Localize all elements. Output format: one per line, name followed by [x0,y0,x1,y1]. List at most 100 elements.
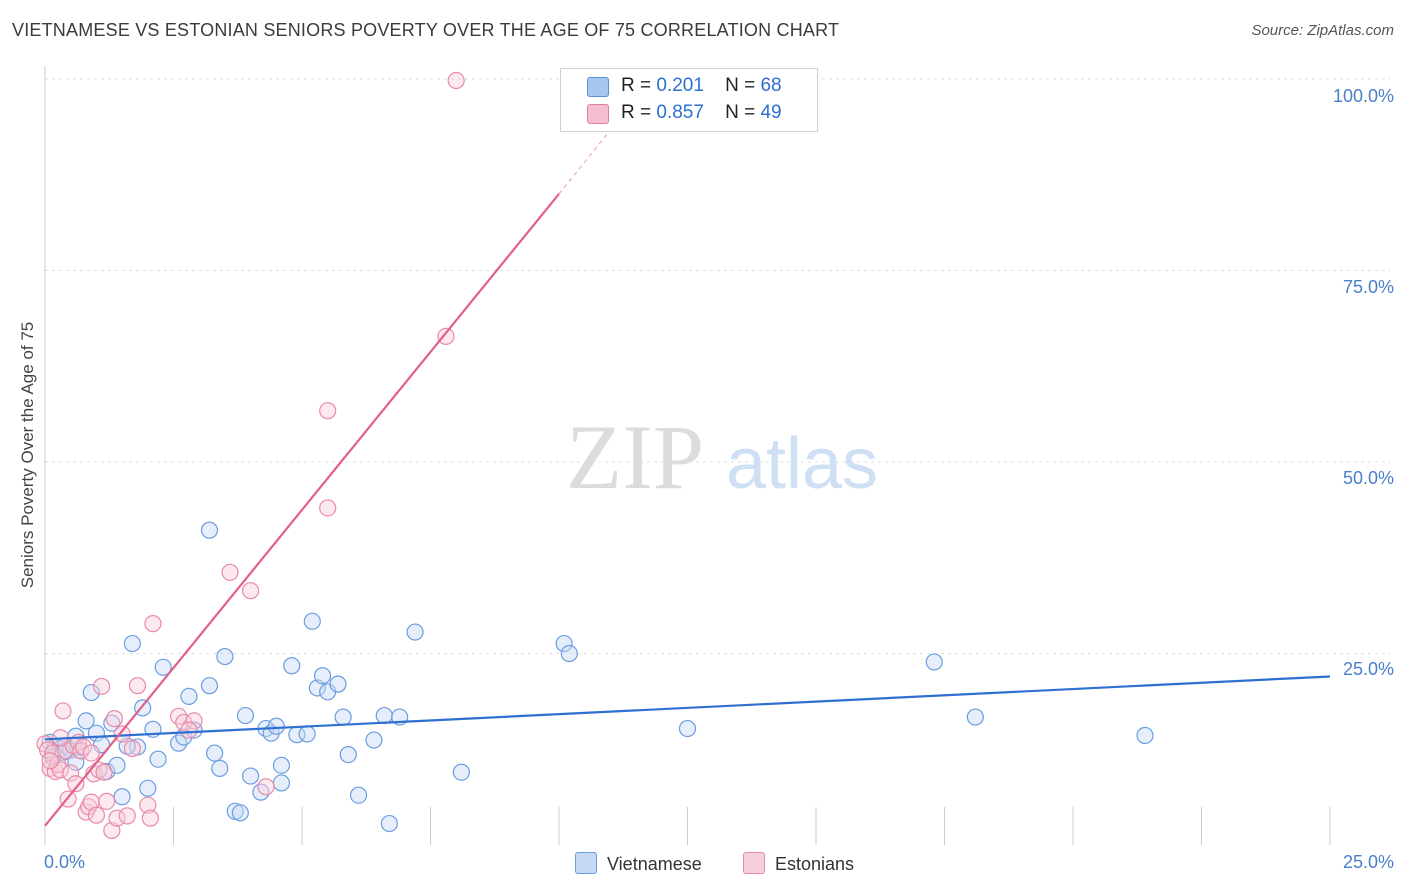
y-tick-75: 75.0% [1342,277,1394,297]
legend-label-estonians: Estonians [775,854,855,874]
point-estonians[interactable] [180,721,198,739]
source-credit: Source: ZipAtlas.com [1251,22,1394,39]
watermark: ZIP atlas [566,406,878,508]
point-estonians[interactable] [98,792,116,810]
point-estonians[interactable] [95,763,113,781]
n-value-vietnamese: 68 [760,75,782,96]
point-vietnamese[interactable] [149,750,167,768]
point-vietnamese[interactable] [925,653,943,671]
point-estonians[interactable] [41,752,59,770]
stats-legend: R = 0.201 N = 68 R = 0.857 N = 49 [560,68,818,132]
y-tick-100: 100.0% [1332,86,1394,106]
point-estonians[interactable] [82,744,100,762]
point-vietnamese[interactable] [452,763,470,781]
point-estonians[interactable] [139,796,157,814]
x-tick-25: 25.0% [1342,852,1394,872]
watermark-atlas: atlas [726,424,878,504]
point-vietnamese[interactable] [678,719,697,738]
point-estonians[interactable] [87,806,106,824]
point-vietnamese[interactable] [555,634,573,653]
point-estonians[interactable] [221,563,239,581]
y-tick-25: 25.0% [1342,659,1394,679]
point-vietnamese[interactable] [231,804,249,822]
point-vietnamese[interactable] [339,746,357,764]
point-vietnamese[interactable] [406,623,424,641]
legend-label-vietnamese: Vietnamese [607,854,702,874]
point-vietnamese[interactable] [206,744,224,762]
point-estonians[interactable] [113,725,131,743]
point-vietnamese[interactable] [1136,726,1154,745]
point-vietnamese[interactable] [966,708,984,726]
point-vietnamese[interactable] [82,683,100,702]
watermark-zip: ZIP [566,406,704,508]
point-vietnamese[interactable] [180,687,198,705]
y-tick-50: 50.0% [1342,468,1394,488]
point-vietnamese[interactable] [123,634,141,653]
point-estonians[interactable] [141,809,159,827]
point-vietnamese[interactable] [380,814,398,833]
r-value-vietnamese: 0.201 [656,75,704,96]
point-estonians[interactable] [257,778,275,796]
point-vietnamese[interactable] [313,667,332,685]
point-estonians[interactable] [319,402,337,420]
point-vietnamese[interactable] [272,756,291,774]
point-vietnamese[interactable] [298,725,316,743]
grid-lines [44,66,1390,845]
point-vietnamese[interactable] [103,714,121,732]
point-vietnamese[interactable] [349,786,368,804]
point-vietnamese[interactable] [560,644,578,663]
point-vietnamese[interactable] [211,759,229,778]
point-estonians[interactable] [128,677,147,695]
point-vietnamese[interactable] [236,706,255,725]
point-estonians[interactable] [62,764,80,782]
point-vietnamese[interactable] [139,779,157,797]
point-vietnamese[interactable] [272,774,291,792]
point-vietnamese[interactable] [200,521,219,539]
legend-swatch-vietnamese [587,77,609,97]
point-vietnamese[interactable] [334,708,352,726]
point-estonians[interactable] [118,807,136,825]
n-value-estonians: 49 [760,102,782,123]
point-estonians[interactable] [92,677,111,696]
point-estonians[interactable] [437,327,455,345]
chart-title: VIETNAMESE VS ESTONIAN SENIORS POVERTY O… [12,20,840,40]
x-tick-0: 0.0% [44,852,86,872]
point-vietnamese[interactable] [267,717,285,735]
point-vietnamese[interactable] [375,706,393,725]
legend-swatch-estonians [587,104,609,124]
point-vietnamese[interactable] [113,788,131,806]
legend-swatch-vietnamese [575,852,597,874]
point-vietnamese[interactable] [283,657,301,675]
point-estonians[interactable] [67,775,85,793]
point-estonians[interactable] [38,741,57,759]
point-vietnamese[interactable] [303,612,321,630]
point-estonians[interactable] [319,499,337,517]
trend-line-estonians [44,193,560,827]
trend-line-vietnamese [44,675,1331,741]
legend-item-vietnamese[interactable]: Vietnamese [575,852,702,875]
point-vietnamese[interactable] [154,658,172,676]
r-value-estonians: 0.857 [656,102,704,123]
r-label: R = [621,75,652,96]
point-estonians[interactable] [144,615,162,633]
point-estonians[interactable] [123,739,141,758]
point-estonians[interactable] [447,71,465,90]
point-estonians[interactable] [105,710,123,728]
n-label: N = [725,75,756,96]
point-vietnamese[interactable] [200,677,219,695]
point-vietnamese[interactable] [77,712,95,730]
n-label: N = [725,102,756,123]
legend-item-estonians[interactable]: Estonians [743,852,854,875]
point-estonians[interactable] [185,712,203,730]
point-estonians[interactable] [54,702,72,720]
point-vietnamese[interactable] [365,731,383,749]
point-vietnamese[interactable] [216,647,234,666]
point-vietnamese[interactable] [242,767,260,785]
point-estonians[interactable] [242,582,260,600]
legend-swatch-estonians [743,852,765,874]
y-axis-label: Seniors Poverty Over the Age of 75 [18,321,37,589]
point-vietnamese[interactable] [329,675,347,693]
point-estonians[interactable] [108,809,126,827]
r-label: R = [621,102,652,123]
